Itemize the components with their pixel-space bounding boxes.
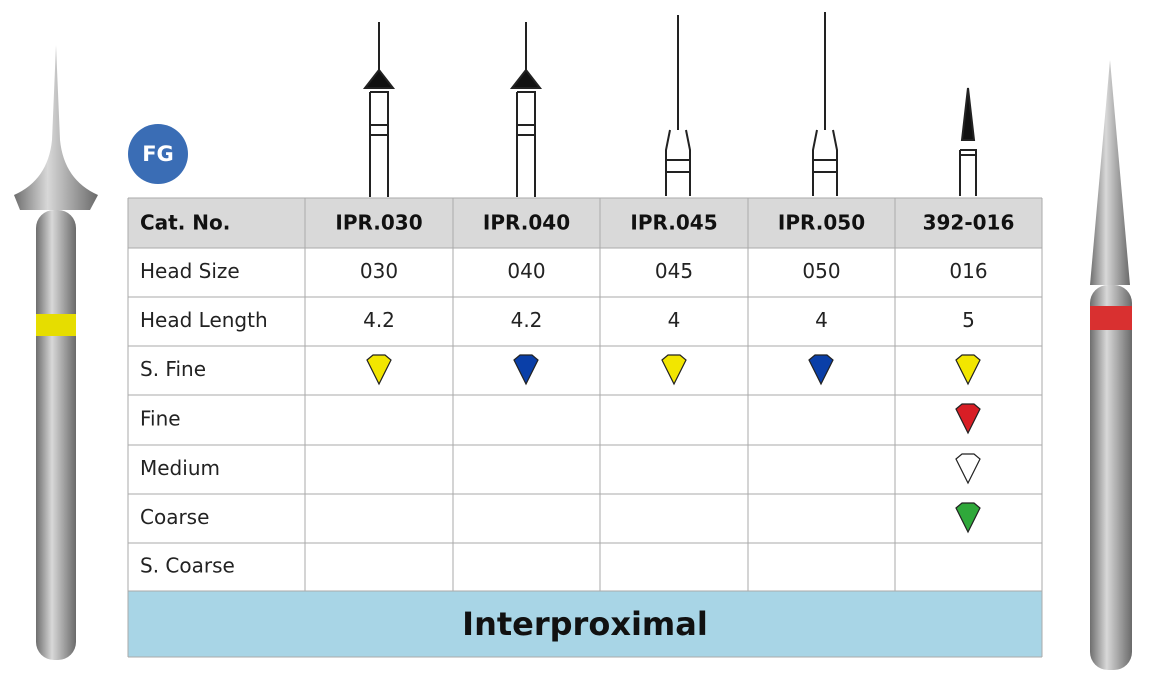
grit-diamond: [661, 354, 687, 386]
grit-diamond: [955, 403, 981, 435]
cell: 4: [668, 308, 681, 332]
cell: 5: [962, 308, 975, 332]
grit-diamond: [513, 354, 539, 386]
column-header: IPR.050: [778, 211, 865, 235]
badge: [128, 124, 188, 184]
bur-icons: [362, 12, 977, 197]
column-header: Cat. No.: [140, 211, 230, 235]
table: Cat. No. IPR.030 IPR.040 IPR.045 IPR.050 392-…: [127, 197, 1043, 658]
cell: 040: [507, 259, 545, 283]
cell: 016: [949, 259, 987, 283]
row-label: S. Fine: [140, 357, 206, 381]
row-label: Fine: [140, 407, 181, 431]
row-label: Head Length: [140, 308, 268, 332]
footer-text: Interproximal: [462, 605, 708, 643]
cell: 4.2: [363, 308, 395, 332]
grit-diamond: [955, 502, 981, 534]
header-row: [128, 198, 1042, 248]
row-label: Medium: [140, 456, 220, 480]
footer: [128, 591, 1042, 657]
grit-diamond: [955, 354, 981, 386]
cell: 4.2: [511, 308, 543, 332]
grit-diamond: [808, 354, 834, 386]
cell: 050: [802, 259, 840, 283]
grit-icons: [366, 354, 981, 534]
bur-left: [14, 45, 98, 660]
cell: 045: [655, 259, 693, 283]
cell: 4: [815, 308, 828, 332]
cell: 030: [360, 259, 398, 283]
column-header: IPR.040: [483, 211, 570, 235]
row-label: S. Coarse: [140, 554, 235, 578]
row-label: Head Size: [140, 259, 240, 283]
column-header: IPR.030: [335, 211, 422, 235]
badge-text: FG: [142, 142, 174, 166]
grit-diamond: [366, 354, 392, 386]
column-header: 392-016: [923, 211, 1015, 235]
row-label: Coarse: [140, 505, 209, 529]
bur-right: [1090, 60, 1132, 670]
column-header: IPR.045: [630, 211, 717, 235]
grit-diamond: [955, 453, 981, 485]
